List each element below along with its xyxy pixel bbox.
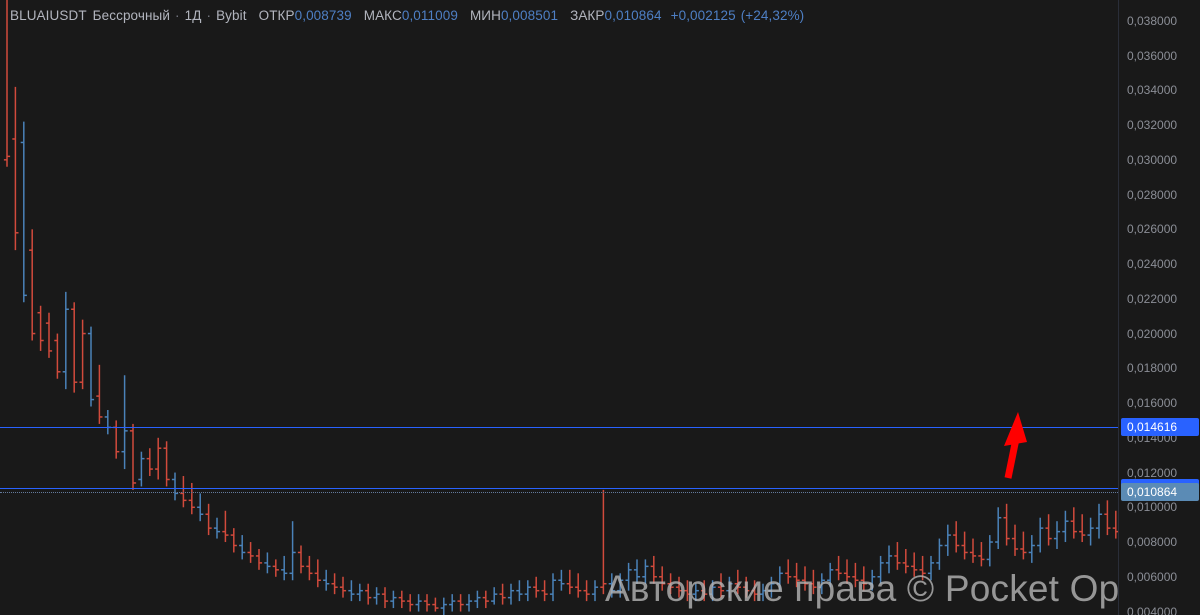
legend-separator-2: ·: [206, 7, 212, 23]
price-axis-tick: 0,024000: [1127, 257, 1178, 272]
price-line-last-close[interactable]: [0, 492, 1118, 494]
price-axis-tick: 0,022000: [1127, 291, 1178, 306]
arrow-up-annotation[interactable]: [0, 0, 1118, 615]
contract-type: Бессрочный: [92, 7, 170, 23]
chart-legend: BLUAIUSDT Бессрочный · 1Д · Bybit ОТКР 0…: [10, 6, 804, 24]
price-line-resistance-upper[interactable]: [0, 427, 1118, 429]
price-axis-tick: 0,018000: [1127, 361, 1178, 376]
low-value: 0,008501: [500, 7, 559, 23]
price-axis-tick: 0,010000: [1127, 500, 1178, 515]
price-axis-tick: 0,012000: [1127, 465, 1178, 480]
arrow-head: [1004, 412, 1027, 446]
chart-pane[interactable]: [0, 0, 1118, 615]
price-badge-resistance[interactable]: 0,014616: [1121, 418, 1199, 437]
price-axis-tick: 0,028000: [1127, 187, 1178, 202]
interval-label[interactable]: 1Д: [184, 7, 202, 23]
exchange-label: Bybit: [216, 7, 247, 23]
close-label: ЗАКР: [570, 7, 605, 23]
open-label: ОТКР: [258, 7, 295, 23]
change-absolute: +0,002125: [670, 7, 736, 23]
price-axis[interactable]: 0,038000 0,036000 0,034000 0,032000 0,030000…: [1118, 0, 1200, 615]
legend-separator-1: ·: [175, 7, 180, 23]
price-axis-tick: 0,030000: [1127, 152, 1178, 167]
close-value: 0,010864: [604, 7, 662, 23]
price-badge-last-close[interactable]: 0,010864: [1121, 483, 1199, 502]
price-axis-tick: 0,032000: [1127, 118, 1178, 133]
open-value: 0,008739: [294, 7, 352, 23]
arrow-shape[interactable]: [1004, 412, 1027, 479]
symbol-name[interactable]: BLUAIUSDT: [10, 7, 87, 23]
price-axis-tick: 0,020000: [1127, 326, 1178, 341]
price-axis-tick: 0,008000: [1127, 535, 1178, 550]
change-percent: (+24,32%): [740, 7, 805, 23]
high-value: 0,011009: [401, 7, 458, 23]
price-axis-tick: 0,036000: [1127, 48, 1178, 63]
price-axis-tick: 0,026000: [1127, 222, 1178, 237]
price-line-resistance-lower[interactable]: [0, 488, 1118, 490]
low-label: МИН: [469, 7, 501, 23]
ohlc-bar-series: [3, 0, 1118, 615]
price-axis-tick: 0,004000: [1127, 604, 1178, 615]
price-axis-tick: 0,006000: [1127, 569, 1178, 584]
price-axis-tick: 0,016000: [1127, 396, 1178, 411]
high-label: МАКС: [363, 7, 402, 23]
price-axis-tick: 0,034000: [1127, 83, 1178, 98]
price-axis-tick: 0,038000: [1127, 13, 1178, 28]
